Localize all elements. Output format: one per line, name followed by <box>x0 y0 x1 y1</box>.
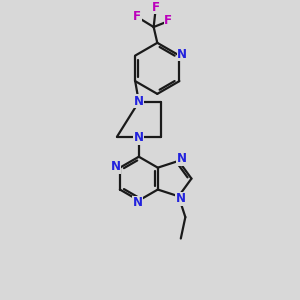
Text: F: F <box>134 10 141 23</box>
Text: N: N <box>133 196 142 209</box>
Text: N: N <box>111 160 121 173</box>
Text: F: F <box>152 1 160 13</box>
Text: N: N <box>134 131 144 144</box>
Text: N: N <box>176 192 186 205</box>
Text: N: N <box>176 152 187 165</box>
Text: N: N <box>177 48 187 61</box>
Text: F: F <box>164 14 172 27</box>
Text: N: N <box>134 94 144 108</box>
